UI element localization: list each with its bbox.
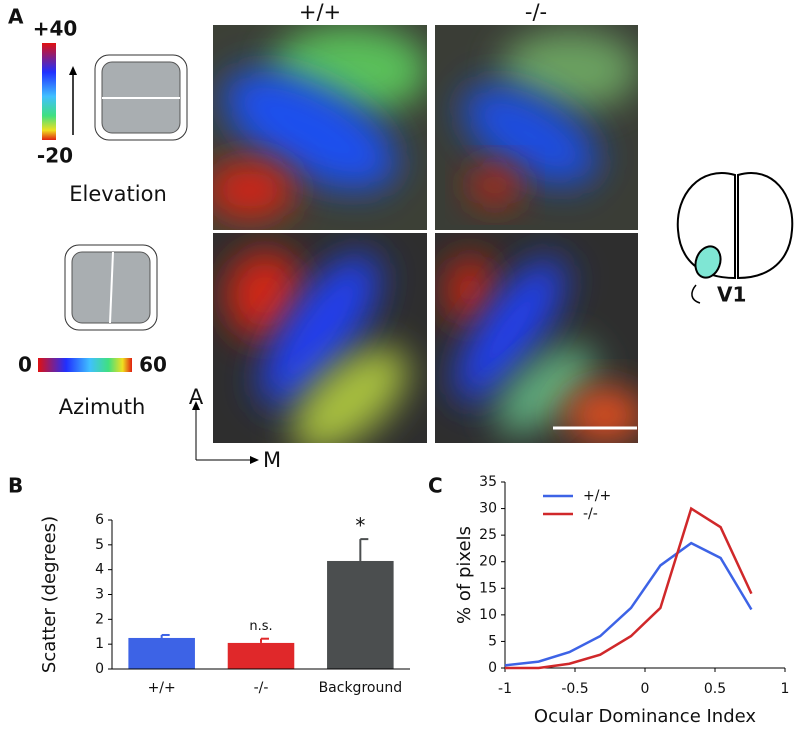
panel-label: A [8,5,24,29]
x-tick-label: 1 [781,681,790,697]
column-label: -/- [525,0,547,24]
y-tick-label: 10 [479,607,497,623]
arrow-head [250,456,259,464]
colorbar-title: Azimuth [59,395,146,419]
region-label: V1 [717,283,746,307]
annotation: * [355,514,365,538]
map-tile [435,233,638,443]
bar [327,560,394,669]
x-tick-label: -/- [254,680,269,696]
orientation-label: M [263,448,281,472]
y-axis-label: % of pixels [454,526,475,624]
colorbar [42,43,56,140]
bar [227,642,295,669]
x-axis-label: Ocular Dominance Index [534,706,756,727]
line [504,541,753,667]
hemisphere [737,172,794,280]
legend-label: -/- [583,506,598,522]
colorbar-min: -20 [37,144,73,168]
colorbar-min: 0 [18,353,32,377]
stimulus-bar [109,251,114,324]
y-tick-label: 2 [95,611,104,627]
bar [128,637,195,669]
arrow-head [192,401,200,410]
colorbar [38,358,132,372]
y-tick-label: 5 [488,633,497,649]
x-tick-label: -0.5 [561,681,588,697]
y-tick-label: 4 [95,562,104,578]
column-label: +/+ [299,0,341,24]
x-tick-label: Background [319,680,403,696]
arrow-head [69,66,77,75]
panel-label: B [8,474,23,498]
y-tick-label: 3 [95,587,104,603]
map-tile [435,25,638,230]
map-tile [213,233,427,443]
orientation-label: A [189,385,204,409]
y-tick-label: 25 [479,527,497,543]
x-tick-label: 0 [641,681,650,697]
y-tick-label: 30 [479,501,497,517]
annotation: n.s. [249,619,272,634]
y-tick-label: 5 [95,537,104,553]
v1-region [694,245,722,279]
x-tick-label: -1 [498,681,512,697]
colorbar-title: Elevation [69,182,167,206]
pointer [691,284,701,304]
y-tick-label: 6 [95,512,104,528]
line [505,506,753,670]
y-tick-label: 0 [95,661,104,677]
map-tile [213,25,427,230]
colorbar-max: +40 [33,17,78,41]
y-tick-label: 1 [95,636,104,652]
y-tick-label: 0 [488,660,497,676]
y-tick-label: 35 [479,474,497,490]
x-tick-label: 0.5 [704,681,726,697]
colorbar-max: 60 [139,353,167,377]
panel-label: C [428,474,443,498]
y-axis-label: Scatter (degrees) [39,516,60,673]
y-tick-label: 20 [479,554,497,570]
x-tick-label: +/+ [148,680,176,696]
y-tick-label: 15 [479,580,497,596]
legend-label: +/+ [583,488,611,504]
